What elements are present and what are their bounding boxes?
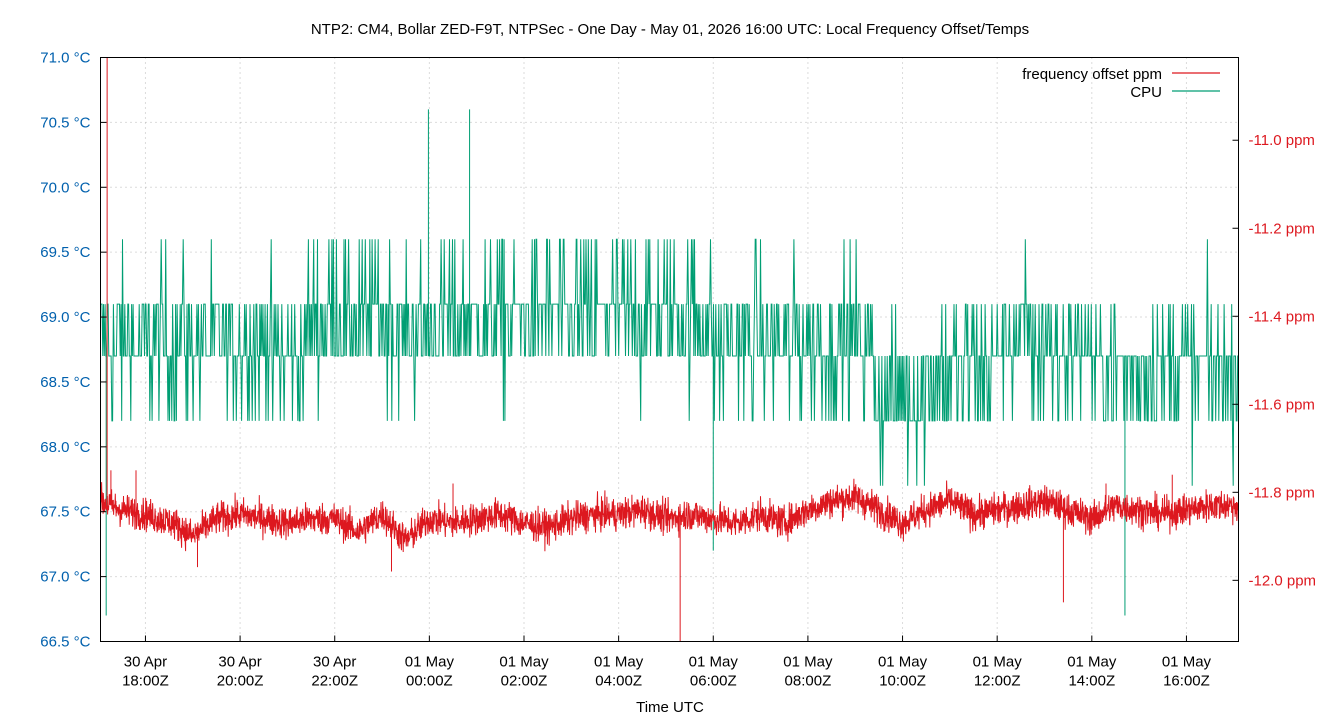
legend-label-cpu: CPU [1130,84,1162,101]
y-right-tick-label: -11.0 ppm [1249,132,1315,149]
x-tick-label-date: 01 May [594,654,644,671]
x-tick-label-time: 12:00Z [974,673,1021,690]
frequency-offset-line [100,478,1239,553]
axes: 66.5 °C 67.0 °C 67.5 °C 68.0 °C 68.5 °C 69.0 … [40,50,1316,690]
y-right-tick-label: -11.4 ppm [1249,308,1315,325]
x-tick-label-date: 30 Apr [218,654,261,671]
y-left-tick-label: 71.0 °C [40,50,90,67]
x-tick-label-date: 01 May [689,654,739,671]
x-tick-label-time: 18:00Z [122,673,169,690]
x-tick-label-date: 01 May [499,654,549,671]
x-axis-label: Time UTC [636,699,704,716]
x-tick-label-date: 01 May [878,654,928,671]
x-tick-label-time: 14:00Z [1068,673,1115,690]
y-left-tick-label: 70.5 °C [40,114,90,131]
x-tick-label-time: 20:00Z [217,673,264,690]
y-left-tick-label: 70.0 °C [40,179,90,196]
x-tick-label-time: 08:00Z [785,673,832,690]
chart-title: NTP2: CM4, Bollar ZED-F9T, NTPSec - One … [311,21,1029,38]
y-right-tick-label: -11.6 ppm [1249,396,1315,413]
x-tick-label-date: 01 May [1067,654,1117,671]
plot-frame [100,57,1239,642]
legend: frequency offset ppm CPU [1022,66,1220,101]
cpu-series [100,109,1239,616]
x-tick-label-time: 02:00Z [501,673,548,690]
x-tick-label-date: 01 May [973,654,1023,671]
y-right-tick-label: -12.0 ppm [1249,572,1317,589]
x-tick-label-time: 04:00Z [595,673,642,690]
y-left-tick-label: 68.0 °C [40,439,90,456]
legend-label-frequency-offset: frequency offset ppm [1022,66,1162,83]
y-right-tick-label: -11.2 ppm [1249,220,1315,237]
y-left-tick-label: 69.0 °C [40,309,90,326]
y-left-tick-label: 66.5 °C [40,634,90,651]
x-tick-label-time: 06:00Z [690,673,737,690]
x-tick-label-date: 01 May [1162,654,1212,671]
x-tick-label-time: 10:00Z [879,673,926,690]
y-right-tick-label: -11.8 ppm [1249,484,1315,501]
y-left-tick-label: 67.5 °C [40,504,90,521]
x-tick-label-time: 16:00Z [1163,673,1210,690]
x-tick-label-date: 01 May [783,654,833,671]
y-left-tick-label: 68.5 °C [40,374,90,391]
cpu-line [100,238,1239,486]
frequency-offset-series [100,57,1239,642]
x-tick-label-time: 22:00Z [311,673,358,690]
y-left-tick-label: 69.5 °C [40,244,90,261]
x-tick-label-date: 30 Apr [313,654,356,671]
y-left-tick-label: 67.0 °C [40,569,90,586]
x-tick-label-time: 00:00Z [406,673,453,690]
x-tick-label-date: 30 Apr [124,654,167,671]
x-tick-label-date: 01 May [405,654,455,671]
